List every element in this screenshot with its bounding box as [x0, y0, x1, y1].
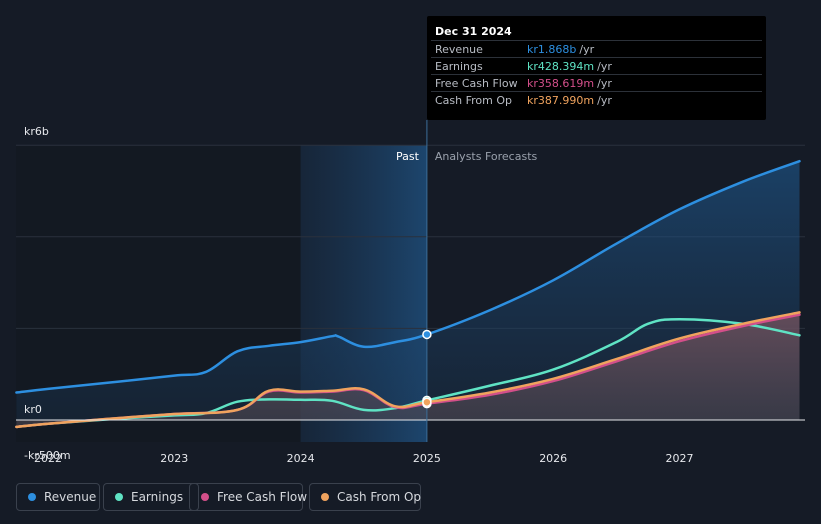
tooltip-value-text: kr428.394m: [527, 60, 595, 73]
tooltip-unit: /yr: [597, 77, 612, 90]
x-tick-label: 2026: [539, 452, 567, 465]
legend-label: Revenue: [44, 490, 97, 504]
series-area-free-cash-flow: [16, 314, 800, 427]
focus-point-cash-from-op: [422, 397, 432, 407]
x-tick-label: 2027: [666, 452, 694, 465]
axes: Past Analysts Forecasts kr6b kr0 -kr500m2022…: [16, 120, 805, 465]
tooltip-row-free-cash-flow: Free Cash Flow kr358.619m/yr: [431, 74, 762, 92]
tooltip-row-revenue: Revenue kr1.868b/yr: [431, 40, 762, 58]
series-areas: [16, 161, 800, 427]
series-line-earnings: [15, 317, 801, 429]
legend-item-earnings[interactable]: Earnings: [103, 483, 199, 511]
tooltip-value-text: kr1.868b: [527, 43, 577, 56]
legend-item-revenue[interactable]: Revenue: [16, 483, 100, 511]
legend-item-cash-from-op[interactable]: Cash From Op: [309, 483, 421, 511]
series-area-revenue: [16, 161, 800, 420]
legend-dot-icon: [115, 493, 123, 501]
legend-dot-icon: [28, 493, 36, 501]
tooltip-label: Earnings: [435, 60, 483, 73]
series-line-cash-from-op: [15, 311, 801, 429]
x-tick-label: 2023: [160, 452, 188, 465]
focus-points: [422, 329, 432, 409]
x-tick-label: 2022: [34, 452, 62, 465]
tooltip-row-cash-from-op: Cash From Op kr387.990m/yr: [431, 91, 762, 109]
tooltip-value: kr1.868b/yr: [527, 43, 594, 56]
y-tick-label: kr6b: [24, 125, 49, 138]
tooltip-value: kr387.990m/yr: [527, 94, 612, 107]
tooltip-unit: /yr: [597, 94, 612, 107]
focus-point-revenue: [422, 329, 432, 340]
tooltip-label: Cash From Op: [435, 94, 513, 107]
series-lines: [15, 159, 801, 429]
y-tick-label: kr0: [24, 403, 42, 416]
tooltip-label: Free Cash Flow: [435, 77, 518, 90]
x-tick-label: 2024: [287, 452, 315, 465]
series-line-revenue: [15, 159, 801, 394]
tooltip-row-earnings: Earnings kr428.394m/yr: [431, 57, 762, 75]
tooltip-value-text: kr358.619m: [527, 77, 595, 90]
legend-item-free-cash-flow[interactable]: Free Cash Flow: [189, 483, 307, 511]
data-tooltip: Dec 31 2024 Revenue kr1.868b/yr Earnings…: [427, 16, 766, 120]
tooltip-unit: /yr: [579, 43, 595, 56]
legend-label: Earnings: [131, 490, 184, 504]
legend-dot-icon: [321, 493, 329, 501]
tooltip-date: Dec 31 2024: [435, 25, 512, 38]
past-label: Past: [396, 150, 420, 163]
y-tick-label: -kr500m: [24, 449, 71, 462]
tooltip-label: Revenue: [435, 43, 483, 56]
legend-dot-icon: [201, 493, 209, 501]
legend-label: Cash From Op: [337, 490, 422, 504]
tooltip-value: kr358.619m/yr: [527, 77, 612, 90]
tooltip-unit: /yr: [597, 60, 612, 73]
tooltip-value-text: kr387.990m: [527, 94, 595, 107]
legend-label: Free Cash Flow: [217, 490, 308, 504]
tooltip-value: kr428.394m/yr: [527, 60, 612, 73]
forecast-label: Analysts Forecasts: [435, 150, 538, 163]
x-tick-label: 2025: [413, 452, 441, 465]
